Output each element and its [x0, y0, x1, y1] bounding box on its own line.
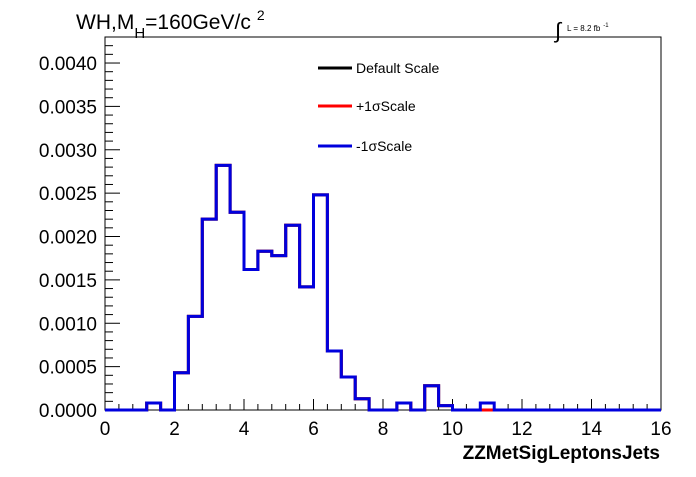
- x-tick-label: 8: [378, 419, 389, 440]
- x-tick-label: 4: [239, 419, 250, 440]
- x-tick-label: 0: [100, 419, 111, 440]
- title-main: =160GeV/c: [145, 11, 251, 34]
- y-tick-label: 0.0025: [39, 184, 97, 205]
- y-tick-label: 0.0030: [39, 141, 97, 162]
- y-axis: 0.0000 0.0005 0.0010 0.0015 0.0020 0.0025 0.00…: [39, 36, 120, 422]
- legend-label: +1σScale: [356, 98, 416, 114]
- title-superscript: 2: [257, 7, 265, 23]
- y-tick-label: 0.0035: [39, 97, 97, 118]
- x-tick-label: 10: [442, 419, 463, 440]
- y-tick-label: 0.0000: [39, 401, 97, 422]
- y-tick-label: 0.0040: [39, 54, 97, 75]
- title-prefix: WH,M: [76, 11, 134, 34]
- lumi-integral-symbol: ∫: [553, 18, 563, 43]
- series-line-3: [105, 163, 661, 412]
- lumi-annotation: L = 8.2 fb -1: [567, 23, 609, 33]
- series-group: [105, 163, 661, 412]
- x-tick-label: 12: [511, 419, 532, 440]
- legend-label: Default Scale: [356, 60, 439, 76]
- y-tick-label: 0.0010: [39, 314, 97, 335]
- title-subscript: H: [134, 25, 145, 42]
- legend-label: -1σScale: [356, 138, 412, 154]
- y-tick-label: 0.0020: [39, 228, 97, 249]
- x-tick-label: 14: [581, 419, 603, 440]
- y-tick-label: 0.0005: [39, 358, 97, 379]
- lumi-superscript: -1: [603, 23, 609, 29]
- x-axis-title: ZZMetSigLeptonsJets: [463, 443, 660, 464]
- x-axis: 0 2 4 6 8 10 12 14 16: [100, 399, 672, 440]
- x-tick-label: 2: [169, 419, 180, 440]
- lumi-text: L = 8.2 fb: [567, 24, 601, 33]
- y-tick-label: 0.0015: [39, 271, 97, 292]
- x-tick-label: 16: [650, 419, 671, 440]
- x-tick-label: 6: [308, 419, 319, 440]
- legend: Default Scale +1σScale -1σScale: [318, 60, 439, 154]
- chart-title: WH,MH=160GeV/c 2: [76, 7, 265, 42]
